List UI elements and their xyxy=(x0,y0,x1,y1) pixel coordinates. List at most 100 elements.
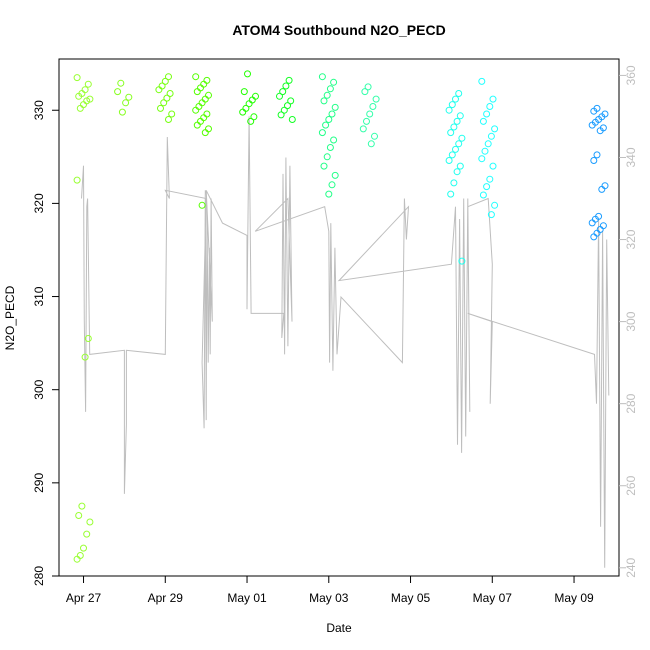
data-point xyxy=(81,86,89,94)
data-point xyxy=(250,113,258,121)
data-point xyxy=(596,127,604,135)
left-y-axis: 280 290 300 310 320 330 xyxy=(32,100,59,586)
data-point xyxy=(165,73,172,81)
data-point xyxy=(245,100,253,108)
data-point xyxy=(201,129,209,137)
data-point xyxy=(445,106,453,114)
data-point xyxy=(450,179,458,187)
data-point xyxy=(453,168,461,176)
data-point xyxy=(73,74,81,82)
data-point xyxy=(484,140,492,148)
data-point xyxy=(599,222,607,230)
x-tick-label: May 09 xyxy=(554,591,594,605)
data-point xyxy=(197,84,204,92)
data-point xyxy=(455,90,463,97)
y-tick-label-left: 300 xyxy=(32,379,46,399)
data-point xyxy=(489,162,497,170)
data-point xyxy=(320,97,328,105)
data-point xyxy=(84,80,92,88)
data-point xyxy=(155,86,163,94)
data-point xyxy=(168,110,176,118)
data-point xyxy=(165,116,172,123)
data-point xyxy=(166,90,174,97)
data-point xyxy=(117,79,125,87)
data-point xyxy=(330,78,338,86)
y-tick-label-left: 320 xyxy=(32,193,46,213)
x-tick-label: May 03 xyxy=(309,591,349,605)
data-point xyxy=(601,182,609,190)
data-point xyxy=(197,117,204,125)
data-point xyxy=(277,111,285,119)
data-point xyxy=(447,190,455,198)
data-point xyxy=(590,157,598,164)
series-line xyxy=(81,116,610,568)
data-point xyxy=(200,80,208,88)
x-axis: Apr 27 Apr 29 May 01 May 03 May 05 May 07 May … xyxy=(66,576,594,605)
data-point xyxy=(486,103,494,110)
data-point xyxy=(325,190,333,198)
data-point xyxy=(78,502,86,510)
y-tick-label-right: 360 xyxy=(624,65,638,85)
data-point xyxy=(86,518,94,526)
data-point xyxy=(157,104,164,112)
chart-title: ATOM4 Southbound N2O_PECD xyxy=(232,22,445,38)
data-point xyxy=(458,257,466,265)
data-point xyxy=(483,183,491,191)
series-points xyxy=(73,70,609,563)
data-point xyxy=(122,99,130,107)
data-point xyxy=(195,103,203,110)
data-point xyxy=(73,176,81,184)
y-tick-label-right: 260 xyxy=(624,475,638,495)
data-point xyxy=(331,171,339,179)
y-tick-label-right: 340 xyxy=(624,147,638,167)
data-point xyxy=(593,151,601,159)
data-point xyxy=(125,93,133,101)
data-point xyxy=(366,110,374,118)
data-point xyxy=(479,117,487,125)
right-y-axis: 240 260 280 300 320 340 360 xyxy=(619,65,638,578)
data-point xyxy=(84,335,92,342)
data-point xyxy=(198,201,206,209)
data-point xyxy=(487,211,495,219)
data-point xyxy=(326,85,334,93)
data-point xyxy=(590,233,598,241)
data-point xyxy=(478,155,486,163)
y-tick-label-right: 300 xyxy=(624,311,638,331)
data-point xyxy=(158,82,166,90)
data-point xyxy=(242,104,250,112)
data-point xyxy=(456,112,464,120)
data-point xyxy=(588,219,596,227)
data-point xyxy=(161,77,169,85)
data-point xyxy=(288,116,296,123)
data-point xyxy=(328,110,336,118)
data-point xyxy=(205,125,212,133)
data-point xyxy=(588,121,596,129)
data-point xyxy=(244,70,251,78)
data-point xyxy=(363,117,370,125)
data-point xyxy=(448,151,456,159)
data-point xyxy=(361,88,369,96)
data-point xyxy=(320,162,328,170)
data-point xyxy=(371,132,378,140)
data-point xyxy=(163,94,171,102)
data-point xyxy=(282,82,290,90)
data-point xyxy=(455,140,463,148)
data-point xyxy=(359,125,367,133)
data-point xyxy=(447,129,455,137)
data-point xyxy=(252,92,259,100)
x-tick-label: Apr 27 xyxy=(66,591,102,605)
data-point xyxy=(192,73,200,81)
data-point xyxy=(248,96,256,104)
y-tick-label-right: 280 xyxy=(624,393,638,413)
data-point xyxy=(200,114,208,122)
data-point xyxy=(81,353,89,361)
data-point xyxy=(372,95,380,103)
data-point xyxy=(287,97,295,105)
y-tick-label-left: 290 xyxy=(32,473,46,493)
data-point xyxy=(330,136,338,144)
data-point xyxy=(193,121,201,129)
data-point xyxy=(478,77,486,85)
data-point xyxy=(483,110,491,118)
data-point xyxy=(279,88,287,96)
